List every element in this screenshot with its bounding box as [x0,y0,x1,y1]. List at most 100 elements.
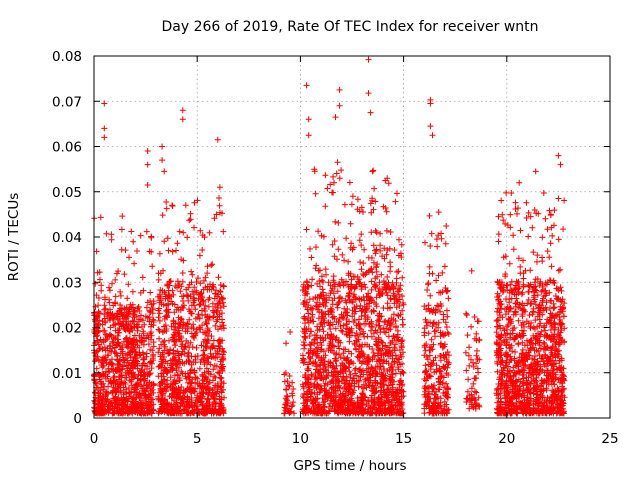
data-point [163,199,170,205]
data-point [174,348,181,355]
data-point [186,306,192,313]
data-point [194,406,201,412]
data-point [195,311,202,318]
data-point [191,402,198,409]
data-point [422,239,428,246]
data-point [103,230,110,237]
data-point [189,288,196,295]
data-point [146,371,153,378]
data-point [144,332,151,339]
data-point [112,367,119,374]
data-point [338,167,345,174]
data-point [220,380,227,387]
data-point [157,385,164,392]
data-point [107,406,113,413]
data-point [146,314,153,321]
data-point [179,359,186,366]
data-point [507,211,514,218]
data-point [462,349,469,356]
data-point [117,311,124,318]
data-point [210,337,217,344]
data-point [191,367,198,374]
data-point [335,219,342,226]
data-point [176,281,183,288]
data-point [212,303,219,310]
data-point [475,318,482,325]
data-point [192,332,199,339]
data-point [160,405,167,412]
data-point [473,330,480,337]
data-point [125,339,132,346]
data-point [327,326,334,332]
data-point [158,301,165,308]
data-point [323,271,329,278]
data-point [120,362,126,369]
data-point [149,396,156,403]
data-point [209,300,216,307]
data-point [108,236,115,243]
data-point [156,345,163,352]
data-point [115,360,122,367]
data-point [106,284,112,291]
data-point [134,380,141,386]
data-point [156,317,163,324]
data-point [104,310,111,317]
data-point [354,196,361,203]
data-point [358,266,365,273]
data-point [217,300,223,307]
data-point [180,390,187,396]
data-point [144,299,151,306]
data-point [130,318,137,325]
data-point [190,321,197,328]
data-point [322,172,329,179]
data-point [503,296,509,302]
data-point [104,373,111,380]
data-point [133,349,139,356]
data-point [307,245,313,252]
data-point [119,213,126,220]
data-point [205,396,212,403]
data-point [203,374,210,381]
data-point [206,294,213,301]
data-point [211,295,218,302]
data-point [212,345,218,352]
data-point [96,317,103,324]
data-point [216,338,223,345]
data-point [348,201,355,208]
data-point [97,214,104,221]
data-point [98,287,105,294]
data-point [474,347,480,354]
data-point [179,278,186,285]
data-point [140,382,147,389]
data-point [427,243,434,249]
data-point [182,370,189,377]
data-point [209,353,215,360]
data-point [94,338,101,345]
data-point [373,229,380,236]
data-point [172,342,179,349]
data-point [216,195,222,201]
data-point [157,399,164,405]
data-point [129,288,136,295]
data-point [186,344,193,351]
data-point [191,284,198,291]
data-point [161,347,168,354]
data-point [198,296,205,303]
data-point [443,287,450,294]
data-point [215,274,222,281]
data-point [199,371,206,378]
data-point [187,339,194,346]
data-point [110,316,117,323]
data-point [112,399,119,406]
data-point [167,278,174,285]
data-point [370,167,377,174]
data-point [185,350,192,357]
data-point [108,360,115,367]
data-point [126,254,132,261]
data-point [196,315,203,322]
data-point [394,269,400,275]
data-point [108,312,115,319]
data-point [468,323,475,330]
data-point [207,361,214,368]
data-point [463,312,470,318]
